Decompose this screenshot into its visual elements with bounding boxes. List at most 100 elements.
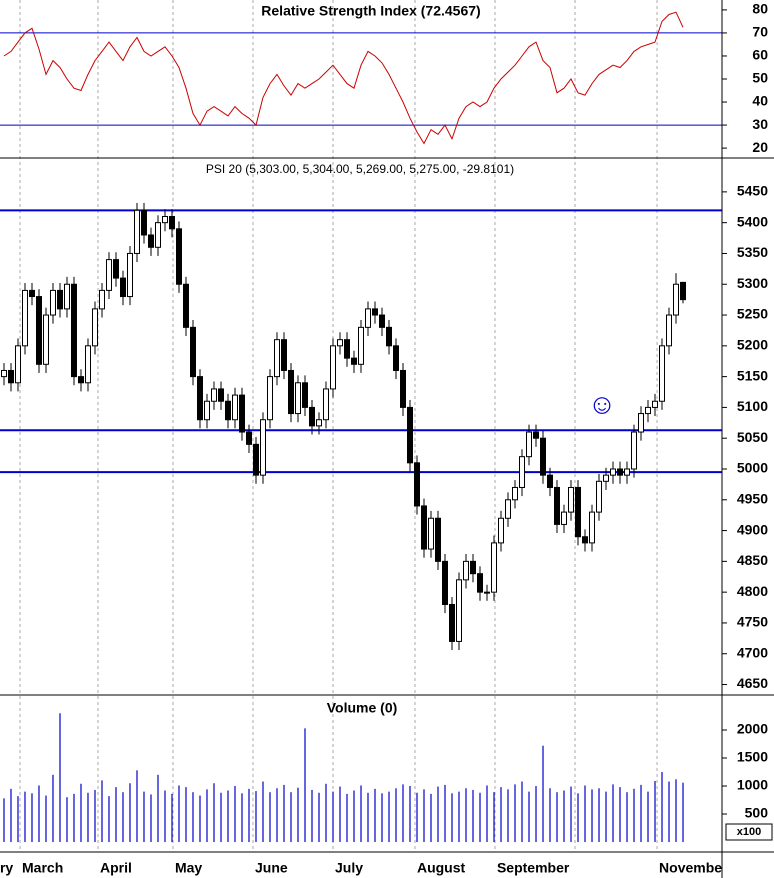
candle-body: [140, 209, 147, 236]
candle-body: [350, 357, 357, 365]
candle-body: [372, 308, 379, 316]
candle-body: [329, 345, 336, 390]
x-tick-label: ry: [0, 860, 13, 876]
candle-body: [287, 369, 294, 415]
y-tick-label: 5000: [737, 460, 768, 476]
y-tick-label: 1000: [737, 777, 768, 793]
candle-body: [484, 591, 491, 594]
x-tick-label: July: [335, 860, 363, 876]
candle-body: [266, 376, 273, 421]
panel-title: PSI 20 (5,303.00, 5,304.00, 5,269.00, 5,…: [206, 162, 514, 176]
candle-body: [70, 283, 77, 378]
unit-label: x100: [737, 826, 761, 838]
y-tick-label: 20: [752, 139, 768, 155]
y-tick-label: 5100: [737, 398, 768, 414]
candle-body: [589, 511, 596, 544]
y-tick-label: 5350: [737, 244, 768, 260]
y-tick-label: 30: [752, 116, 768, 132]
y-tick-label: 4800: [737, 583, 768, 599]
candle-body: [154, 222, 161, 248]
candle-body: [652, 400, 659, 408]
x-tick-label: June: [255, 860, 288, 876]
candle-body: [14, 345, 21, 384]
candle-body: [421, 505, 428, 550]
x-tick-label: September: [497, 860, 570, 876]
candle-body: [49, 289, 56, 316]
y-tick-label: 1500: [737, 749, 768, 765]
candle-body: [449, 603, 456, 642]
panel-title: Volume (0): [327, 700, 398, 716]
candle-body: [442, 560, 449, 605]
candle-body: [112, 259, 119, 279]
rsi-line: [3, 11, 684, 145]
candle-body: [603, 474, 610, 482]
candle-body: [638, 413, 645, 433]
panel-title: Relative Strength Index (72.4567): [261, 3, 480, 19]
y-tick-label: 5450: [737, 183, 768, 199]
candle-body: [645, 406, 652, 415]
candle-body: [554, 486, 561, 525]
candle-body: [119, 277, 126, 298]
x-axis-background: [0, 852, 722, 878]
candle-body: [428, 517, 435, 550]
candle-body: [35, 296, 42, 365]
y-tick-label: 4750: [737, 614, 768, 630]
axis-corner: [722, 852, 774, 878]
candle-body: [393, 345, 400, 371]
candle-body: [315, 419, 322, 427]
candle-body: [7, 369, 14, 384]
candle-body: [147, 234, 154, 248]
candle-body: [210, 388, 217, 402]
candle-body: [610, 468, 617, 476]
y-tick-label: 500: [745, 805, 769, 821]
candle-body: [336, 339, 343, 347]
y-tick-label: 5250: [737, 306, 768, 322]
candle-body: [175, 228, 182, 285]
candle-body: [659, 345, 666, 402]
candle-body: [519, 456, 526, 488]
candle-body: [575, 486, 582, 538]
x-tick-label: August: [417, 860, 466, 876]
candle-body: [56, 289, 63, 310]
candle-body: [666, 314, 673, 347]
x-tick-label: May: [175, 860, 202, 876]
candle-body: [245, 431, 252, 445]
candle-body: [98, 289, 105, 310]
candle-body: [294, 382, 301, 415]
candle-body: [203, 400, 210, 421]
candle-body: [568, 486, 575, 513]
candle-body: [343, 339, 350, 359]
y-tick-label: 5150: [737, 367, 768, 383]
candle-body: [673, 283, 680, 316]
candle-body: [0, 369, 7, 378]
candle-body: [624, 468, 631, 476]
candle-body: [512, 486, 519, 501]
candle-body: [456, 579, 463, 642]
candle-body: [308, 406, 315, 427]
y-tick-label: 5400: [737, 213, 768, 229]
y-tick-label: 80: [752, 1, 768, 17]
y-tick-label: 4900: [737, 521, 768, 537]
candle-body: [21, 289, 28, 347]
x-tick-label: April: [100, 860, 132, 876]
candle-body: [470, 560, 477, 575]
candle-body: [252, 443, 259, 476]
candle-body: [280, 339, 287, 371]
candle-body: [126, 252, 133, 298]
x-tick-label: November: [659, 860, 728, 876]
candle-body: [505, 499, 512, 519]
candle-body: [189, 326, 196, 378]
candle-body: [273, 339, 280, 378]
candle-body: [680, 281, 687, 301]
candle-body: [498, 517, 505, 544]
candle-body: [28, 289, 35, 298]
candle-body: [259, 419, 266, 476]
candle-body: [63, 283, 70, 310]
axis-background: [722, 0, 774, 878]
y-tick-label: 50: [752, 70, 768, 86]
candle-body: [358, 326, 364, 365]
candle-body: [547, 474, 554, 488]
y-tick-label: 70: [752, 24, 768, 40]
